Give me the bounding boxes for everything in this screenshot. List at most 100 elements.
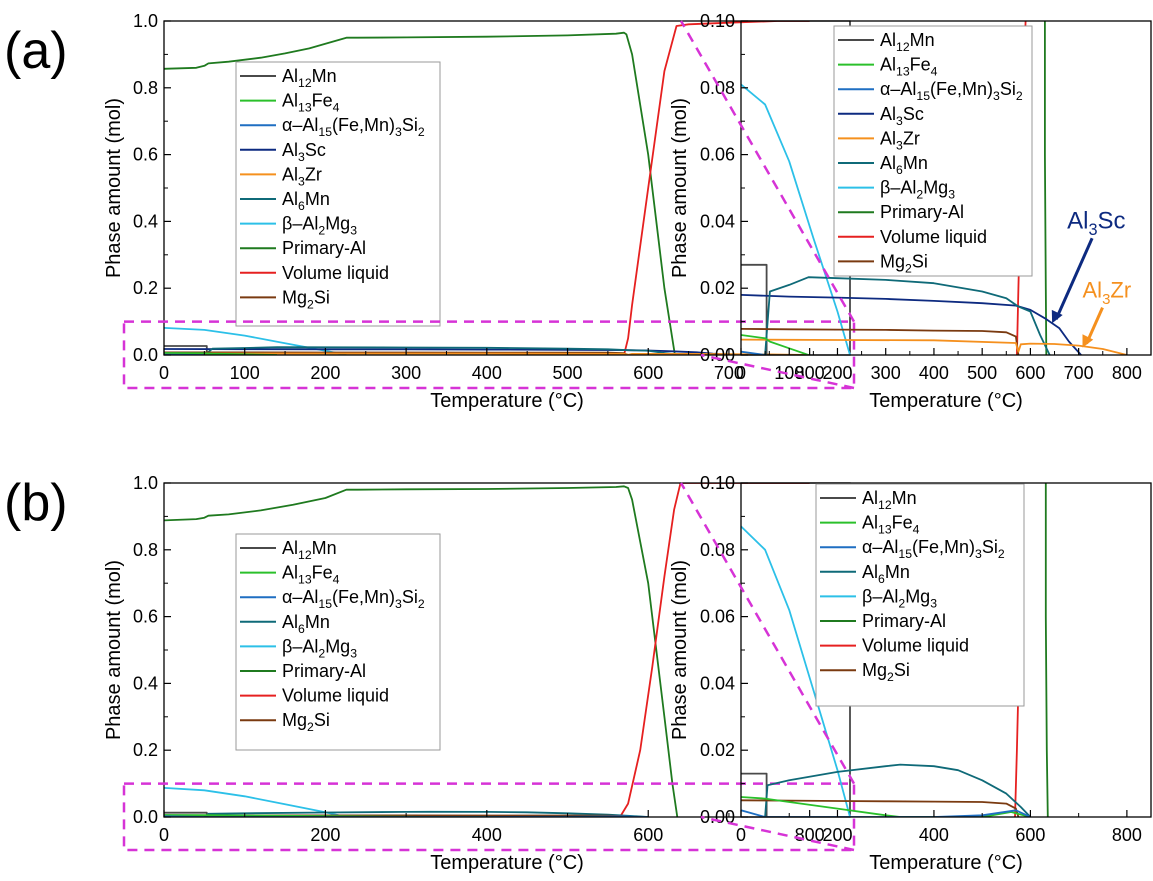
y-tick-label: 0.2 — [133, 278, 158, 298]
legend-box — [235, 61, 441, 327]
series-line-Al3Zr — [741, 338, 1128, 355]
y-tick-label: 0.00 — [700, 345, 735, 365]
series-line-Al6Mn — [764, 763, 1032, 817]
legend-box — [815, 483, 1025, 707]
y-tick-label: 0.08 — [700, 540, 735, 560]
x-tick-label: 200 — [310, 825, 340, 845]
x-tick-label: 0 — [736, 363, 746, 383]
legend-label-betaAlMg: β–Al2Mg3 — [282, 214, 357, 238]
x-tick-label: 100 — [774, 363, 804, 383]
series-line-PrimaryAl — [1044, 483, 1049, 817]
legend-label-Al12Mn: Al12Mn — [880, 30, 935, 54]
x-axis-label: Temperature (°C) — [869, 852, 1023, 874]
y-tick-label: 0.8 — [133, 540, 158, 560]
x-tick-label: 400 — [919, 363, 949, 383]
x-tick-label: 100 — [230, 363, 260, 383]
series-line-PrimaryAl — [1044, 21, 1048, 355]
x-tick-label: 200 — [822, 825, 852, 845]
y-axis-label: Phase amount (mol) — [669, 560, 691, 740]
x-tick-label: 0 — [159, 363, 169, 383]
annotation-Al3Zr: Al3Zr — [1083, 278, 1132, 308]
y-axis-label: Phase amount (mol) — [103, 98, 125, 278]
legend-label-Al13Fe4: Al13Fe4 — [282, 91, 340, 115]
legend-label-Al6Mn: Al6Mn — [862, 562, 910, 586]
x-axis-label: Temperature (°C) — [869, 390, 1023, 412]
legend: Al12MnAl13Fe4α–Al15(Fe,Mn)3Si2Al3ScAl3Zr… — [833, 25, 1033, 277]
zoom-box — [122, 320, 856, 390]
legend-label-Al3Sc: Al3Sc — [880, 104, 924, 128]
x-tick-label: 400 — [919, 825, 949, 845]
y-axis-label: Phase amount (mol) — [669, 98, 691, 278]
legend-label-PrimaryAl: Primary-Al — [282, 238, 366, 258]
y-tick-label: 0.0 — [133, 807, 158, 827]
x-tick-label: 700 — [1064, 363, 1094, 383]
zoom-box — [122, 782, 856, 852]
legend-label-Al6Mn: Al6Mn — [880, 153, 928, 177]
series-line-alphaAlFeMnSi — [741, 809, 1031, 817]
legend-label-Mg2Si: Mg2Si — [282, 287, 330, 311]
y-tick-label: 0.10 — [700, 473, 735, 493]
legend-label-alphaAlFeMnSi: α–Al15(Fe,Mn)3Si2 — [880, 79, 1023, 103]
series-line-Mg2Si — [741, 799, 1020, 817]
zoom-connector-bottom — [700, 353, 855, 390]
x-tick-label: 800 — [1112, 363, 1142, 383]
x-tick-label: 500 — [967, 363, 997, 383]
legend-label-alphaAlFeMnSi: α–Al15(Fe,Mn)3Si2 — [862, 537, 1005, 561]
y-tick-label: 0.0 — [133, 345, 158, 365]
series-line-Liquid — [619, 483, 810, 817]
x-tick-label: 500 — [553, 363, 583, 383]
x-tick-label: 300 — [871, 363, 901, 383]
legend-label-Al12Mn: Al12Mn — [862, 488, 917, 512]
x-tick-label: 0 — [736, 825, 746, 845]
legend-label-Al12Mn: Al12Mn — [282, 66, 337, 90]
legend-label-alphaAlFeMnSi: α–Al15(Fe,Mn)3Si2 — [282, 587, 425, 611]
annotation-Al3Sc: Al3Sc — [1067, 207, 1125, 239]
legend-label-Al3Zr: Al3Zr — [880, 128, 920, 152]
series-line-Al6Mn — [203, 810, 649, 817]
y-tick-label: 0.02 — [700, 278, 735, 298]
x-tick-label: 600 — [1015, 363, 1045, 383]
x-tick-label: 300 — [391, 363, 421, 383]
y-tick-label: 0.02 — [700, 740, 735, 760]
series-line-Liquid — [623, 21, 810, 355]
x-tick-label: 200 — [310, 363, 340, 383]
x-axis-label: Temperature (°C) — [430, 852, 584, 874]
series-line-Al3Sc — [741, 294, 1082, 355]
legend-label-betaAlMg: β–Al2Mg3 — [862, 586, 937, 610]
legend-label-Al13Fe4: Al13Fe4 — [880, 55, 938, 79]
x-tick-label: 700 — [714, 363, 744, 383]
series-line-betaAlMg — [741, 83, 851, 355]
y-axis-label: Phase amount (mol) — [103, 560, 125, 740]
legend-label-Al13Fe4: Al13Fe4 — [862, 513, 920, 537]
series-line-Al3Zr — [164, 352, 810, 355]
annotation-arrowhead-Al3Sc — [1051, 309, 1063, 324]
zoom-connector-bottom — [700, 815, 855, 852]
legend-label-Liquid: Volume liquid — [282, 686, 389, 706]
legend: Al12MnAl13Fe4α–Al15(Fe,Mn)3Si2Al6Mnβ–Al2… — [235, 533, 441, 751]
series-line-PrimaryAl — [164, 31, 676, 355]
legend-label-Al12Mn: Al12Mn — [282, 538, 337, 562]
series-line-Al6Mn — [764, 276, 1051, 355]
x-tick-label: 600 — [1015, 825, 1045, 845]
panel-label-b: (b) — [4, 474, 68, 532]
chart-a-zoom: 0 100 200 300 400 500 600 700 800 0.00 0.02 0.04 0.0… — [669, 11, 1152, 412]
legend-label-Mg2Si: Mg2Si — [862, 660, 910, 684]
legend-box — [235, 533, 441, 751]
x-axis-label: Temperature (°C) — [430, 390, 584, 412]
legend-label-PrimaryAl: Primary-Al — [862, 611, 946, 631]
x-tick-label: 400 — [472, 363, 502, 383]
y-tick-label: 0.4 — [133, 673, 158, 693]
zoom-connector-top — [679, 20, 856, 323]
x-tick-label: 0 — [159, 825, 169, 845]
legend-label-Al3Zr: Al3Zr — [282, 164, 322, 188]
series-line-Mg2Si — [741, 328, 1020, 355]
y-tick-label: 0.8 — [133, 78, 158, 98]
legend-label-Mg2Si: Mg2Si — [880, 251, 928, 275]
y-tick-label: 0.08 — [700, 78, 735, 98]
series-line-Al13Fe4 — [741, 334, 809, 355]
legend-label-PrimaryAl: Primary-Al — [880, 202, 964, 222]
chart-a-full: 0 100 200 300 400 500 600 700 8000.00.20.40.60.8… — [103, 11, 856, 412]
y-tick-label: 0.2 — [133, 740, 158, 760]
legend: Al12MnAl13Fe4α–Al15(Fe,Mn)3Si2Al3ScAl3Zr… — [235, 61, 441, 327]
